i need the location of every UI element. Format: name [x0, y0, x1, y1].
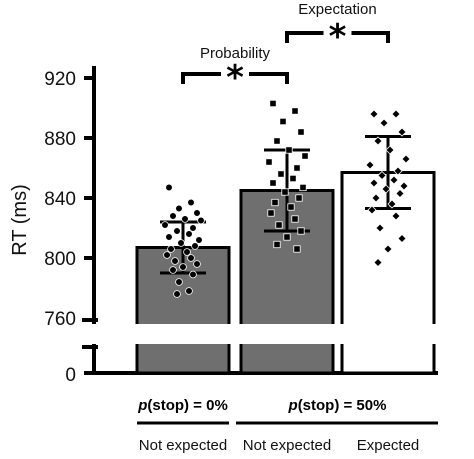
data-point: [385, 145, 395, 155]
y-axis-title: RT (ms): [9, 184, 31, 255]
data-point: [287, 203, 295, 211]
data-point: [379, 118, 389, 128]
data-point: [161, 221, 169, 229]
data-point: [269, 179, 277, 187]
data-point: [283, 233, 291, 241]
category-label-3: Expected: [357, 437, 420, 454]
data-point: [277, 170, 285, 178]
significance-star-2: *: [329, 17, 347, 57]
data-point: [273, 240, 281, 249]
data-point: [179, 263, 187, 271]
data-point: [189, 224, 197, 232]
y-tick-label-800: 800: [44, 249, 76, 270]
data-point: [391, 211, 401, 221]
data-point: [395, 188, 405, 199]
data-point: [291, 107, 299, 115]
y-tick-label-920: 920: [44, 69, 76, 90]
data-point: [191, 242, 199, 250]
data-point: [175, 278, 183, 286]
data-point: [301, 152, 309, 160]
data-point: [401, 154, 411, 164]
category-label-2: Not expected: [243, 437, 331, 454]
bracket-star-gap-1: [221, 60, 249, 86]
significance-brackets: *Probability *Expectation: [181, 1, 390, 98]
category-labels: p(stop) = 0% p(stop) = 50% Not expected Not…: [137, 397, 438, 454]
bars: [84, 171, 464, 375]
data-point: [269, 99, 277, 108]
data-point: [381, 184, 391, 194]
category-label-1: Not expected: [139, 437, 227, 454]
data-point: [365, 160, 375, 170]
bracket-label-2: Expectation: [298, 1, 376, 18]
data-point: [369, 178, 379, 188]
data-point: [193, 260, 201, 268]
data-point: [293, 164, 301, 172]
data-point: [173, 290, 181, 298]
data-point: [393, 166, 403, 176]
data-point: [399, 181, 409, 191]
data-point: [375, 223, 385, 233]
data-point: [267, 209, 275, 217]
data-point: [183, 248, 191, 256]
data-point: [189, 270, 197, 279]
data-point: [299, 183, 307, 192]
data-point: [289, 174, 297, 183]
data-point: [165, 233, 173, 241]
data-point: [397, 127, 407, 137]
data-point: [163, 251, 171, 259]
data-point: [169, 266, 177, 274]
data-point: [271, 198, 279, 207]
data-point: [369, 109, 379, 119]
data-point: [265, 158, 273, 166]
data-point: [391, 109, 401, 119]
data-point: [371, 193, 381, 203]
data-point: [297, 128, 305, 136]
data-point: [275, 221, 283, 229]
axis-break-gap: [84, 324, 464, 344]
group-label-2: p(stop) = 50%: [288, 397, 387, 414]
data-point: [397, 233, 407, 244]
data-point: [185, 287, 193, 295]
data-point: [293, 245, 301, 253]
data-point: [187, 198, 195, 207]
data-point: [193, 209, 201, 217]
data-point: [185, 230, 193, 238]
data-point: [195, 236, 203, 244]
group-label-1: p(stop) = 0%: [137, 397, 228, 414]
bracket-star-gap-2: [323, 19, 352, 45]
y-tick-label-880: 880: [44, 129, 76, 150]
y-tick-zero: 0: [65, 365, 76, 386]
data-point: [167, 245, 175, 253]
data-point: [291, 215, 299, 223]
data-point: [169, 212, 177, 220]
data-point: [373, 257, 383, 268]
y-tick-label-760: 760: [44, 309, 76, 330]
data-point: [175, 204, 183, 213]
data-point: [285, 146, 293, 154]
bracket-label-1: Probability: [200, 45, 271, 62]
data-point: [197, 216, 205, 225]
data-point: [373, 136, 383, 146]
data-point: [389, 175, 399, 185]
data-point: [279, 117, 287, 126]
data-point: [173, 227, 181, 235]
data-point: [181, 215, 189, 223]
data-point: [383, 244, 393, 254]
data-point: [177, 239, 185, 247]
data-point: [273, 137, 281, 145]
data-point: [171, 257, 179, 265]
data-points: [161, 99, 411, 298]
data-point: [295, 194, 303, 202]
data-point: [165, 183, 173, 192]
data-point: [297, 227, 305, 235]
data-point: [377, 170, 387, 181]
data-point: [367, 205, 377, 215]
significance-star-1: *: [226, 58, 244, 98]
y-tick-label-840: 840: [44, 189, 76, 210]
data-point: [387, 199, 397, 209]
data-point: [281, 188, 289, 196]
data-point: [187, 254, 195, 262]
